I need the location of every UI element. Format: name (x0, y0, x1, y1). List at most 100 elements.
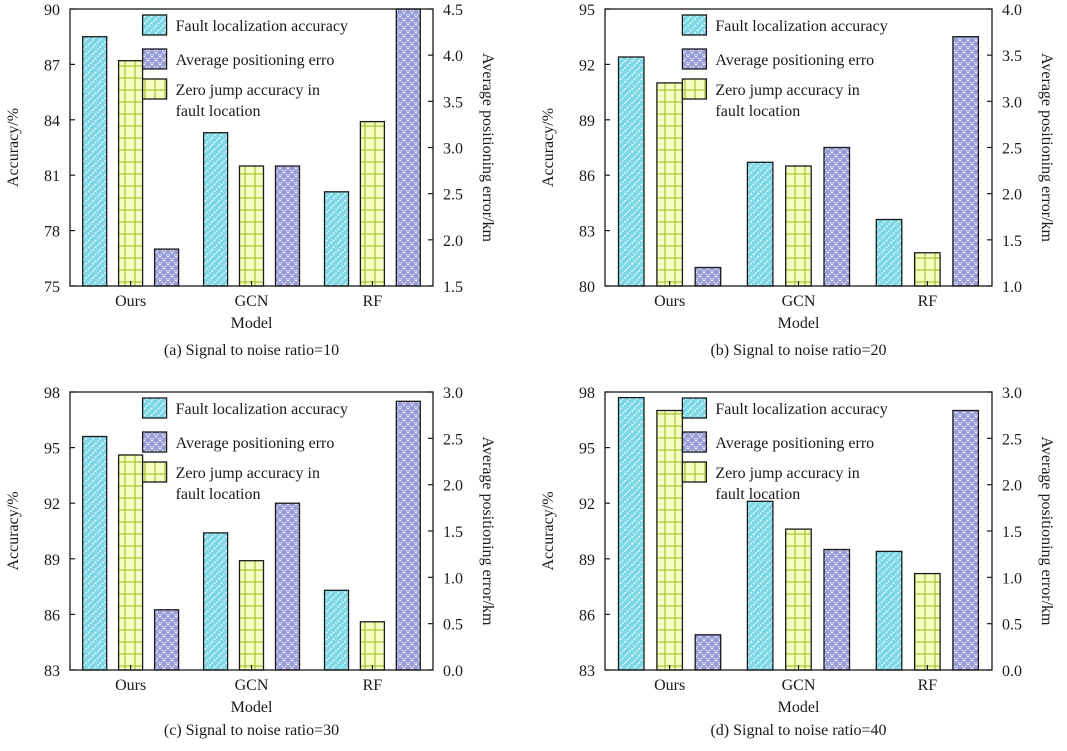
bar-diag-rf (875, 550, 903, 671)
bar-cross-gcn (274, 502, 301, 671)
legend: Fault localization accuracy Average posit… (141, 397, 348, 503)
y2-tick-label: 2.0 (1002, 478, 1022, 495)
x-axis-label: Model (231, 699, 273, 716)
legend-label: fault location (176, 103, 261, 120)
legend-label: Fault localization accuracy (715, 18, 887, 35)
y-tick-label: 87 (44, 57, 60, 74)
x-axis-label: Model (778, 699, 820, 716)
x-tick-label: Ours (115, 677, 146, 694)
y2-tick-label: 3.5 (443, 94, 463, 111)
y2-tick-label: 4.5 (443, 2, 463, 19)
x-tick-label: Ours (654, 677, 685, 694)
y-axis-label: Accuracy/% (5, 108, 22, 187)
legend-swatch-cross (681, 48, 708, 70)
y-tick-label: 92 (579, 57, 595, 74)
y2-tick-label: 0.0 (1002, 663, 1022, 680)
y-axis-label: Accuracy/% (540, 108, 557, 187)
y-tick-label: 95 (579, 441, 595, 458)
bar-grid-rf (913, 252, 941, 287)
y-tick-label: 89 (579, 113, 595, 130)
y-tick-label: 86 (579, 168, 595, 185)
legend-swatch-diag (141, 397, 168, 419)
y2-tick-label: 1.0 (443, 570, 463, 587)
bar-diag-gcn (746, 500, 774, 671)
bar-cross-ours (694, 634, 722, 671)
y2-tick-label: 2.0 (1002, 187, 1022, 204)
bar-grid-ours (656, 82, 684, 287)
y2-tick-label: 0.5 (1002, 617, 1022, 634)
y-axis-label: Accuracy/% (540, 491, 557, 570)
bar-diag-rf (323, 589, 350, 671)
legend: Fault localization accuracy Average posit… (681, 14, 888, 120)
x-tick-label: RF (918, 677, 938, 694)
bar-cross-ours (694, 266, 722, 287)
y-axis-label: Accuracy/% (5, 491, 22, 570)
bar-diag-rf (323, 191, 350, 287)
legend-label: Fault localization accuracy (715, 401, 887, 418)
legend-swatch-diag (141, 14, 168, 36)
bar-diag-ours (82, 435, 108, 671)
bar-grid-gcn (238, 165, 265, 287)
y2-tick-label: 4.0 (443, 48, 463, 65)
legend-swatch-grid (681, 78, 708, 100)
y2-tick-label: 2.5 (1002, 141, 1022, 158)
bar-grid-gcn (238, 560, 265, 671)
y2-tick-label: 1.5 (443, 524, 463, 541)
x-tick-label: RF (918, 293, 938, 310)
y-tick-label: 84 (44, 113, 60, 130)
bar-diag-gcn (202, 132, 229, 287)
y-tick-label: 83 (44, 663, 60, 680)
y-tick-label: 92 (44, 496, 60, 513)
y-tick-label: 90 (44, 2, 60, 19)
y-tick-label: 98 (579, 385, 595, 402)
legend-label: Fault localization accuracy (176, 18, 348, 35)
bar-grid-gcn (785, 528, 812, 671)
bar-grid-rf (359, 621, 386, 671)
legend: Fault localization accuracy Average posit… (141, 14, 348, 120)
y2-tick-label: 3.0 (1002, 385, 1022, 402)
y-tick-label: 78 (44, 224, 60, 241)
y-tick-label: 80 (579, 279, 595, 296)
legend-label: fault location (715, 103, 800, 120)
legend-swatch-cross (681, 431, 708, 453)
chart-panel-4: Ours GCN RF 83 86 89 92 95 98 0.0 0.5 1.0 1.5 2.0 2.5 3… (540, 385, 1055, 739)
y-tick-label: 95 (44, 441, 60, 458)
bar-cross-gcn (274, 165, 301, 287)
legend-label: Zero jump accuracy in (715, 82, 859, 99)
y-tick-label: 86 (44, 607, 60, 624)
bar-cross-rf (395, 400, 421, 671)
x-axis-label: Model (778, 315, 820, 332)
legend-swatch-grid (141, 78, 168, 100)
legend-label: Zero jump accuracy in (176, 82, 320, 99)
legend-label: fault location (176, 486, 261, 503)
bar-diag-ours (82, 36, 108, 287)
bar-grid-ours (117, 60, 144, 287)
y-tick-label: 75 (44, 279, 60, 296)
x-tick-label: GCN (235, 677, 269, 694)
y2-tick-label: 1.5 (1002, 524, 1022, 541)
y-tick-label: 98 (44, 385, 60, 402)
y2-tick-label: 0.0 (443, 663, 463, 680)
y2-axis-label: Average positioning error/km (1038, 53, 1055, 243)
bar-diag-ours (617, 56, 645, 287)
legend-label: Average positioning erro (715, 435, 874, 452)
y2-tick-label: 3.5 (1002, 48, 1022, 65)
bar-grid-gcn (785, 165, 812, 287)
legend-label: Fault localization accuracy (176, 401, 348, 418)
legend-swatch-diag (681, 397, 708, 419)
y-tick-label: 92 (579, 496, 595, 513)
y-tick-label: 81 (44, 168, 60, 185)
legend-label: Average positioning erro (176, 435, 335, 452)
legend-label: Zero jump accuracy in (715, 465, 859, 482)
y2-tick-label: 1.0 (1002, 570, 1022, 587)
x-tick-label: RF (363, 677, 383, 694)
y-tick-label: 83 (579, 224, 595, 241)
bar-cross-ours (153, 609, 180, 671)
panel-caption: (d) Signal to noise ratio=40 (710, 722, 886, 739)
y-tick-label: 86 (579, 607, 595, 624)
legend-swatch-cross (141, 48, 168, 70)
y2-tick-label: 2.5 (443, 187, 463, 204)
x-tick-label: Ours (115, 293, 146, 310)
y2-axis-label: Average positioning error/km (479, 53, 496, 243)
x-tick-label: GCN (782, 677, 816, 694)
